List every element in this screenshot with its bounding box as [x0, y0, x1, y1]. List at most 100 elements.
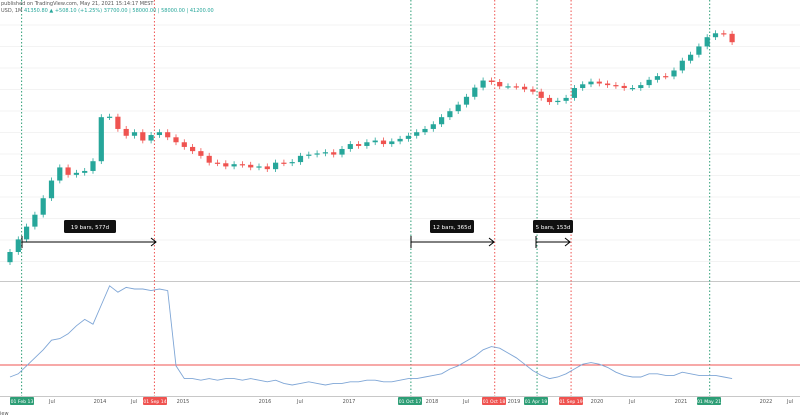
- publish-info: published on TradingView.com, May 21, 20…: [1, 1, 154, 7]
- candle-body: [181, 142, 187, 147]
- candle-body: [522, 86, 528, 90]
- measure-label: 12 bars, 365d: [433, 225, 471, 231]
- candle-body: [455, 104, 461, 112]
- candle-body: [264, 166, 270, 170]
- candle-body: [339, 148, 345, 155]
- candle-body: [397, 138, 403, 142]
- date-flag: [559, 397, 583, 405]
- candle-body: [331, 152, 337, 155]
- candle-body: [480, 80, 486, 88]
- candle-body: [98, 117, 104, 162]
- date-flag: [398, 397, 422, 405]
- candle-body: [505, 86, 511, 88]
- x-tick-label: 2014: [94, 399, 107, 405]
- candle-body: [223, 163, 229, 167]
- candle-body: [696, 46, 702, 55]
- date-flag-label: 01 Feb 13: [11, 399, 34, 405]
- candle-body: [372, 140, 378, 143]
- candle-body: [571, 88, 577, 98]
- candle-body: [488, 80, 494, 82]
- candle-body: [48, 180, 55, 199]
- candle-body: [306, 154, 312, 156]
- candle-body: [688, 54, 694, 61]
- candle-body: [256, 166, 262, 168]
- x-tick-label: 2015: [177, 399, 190, 405]
- candle-body: [289, 162, 295, 164]
- candle-body: [588, 81, 594, 85]
- date-flag-label: 01 Sep 19: [559, 399, 582, 405]
- date-flag: [697, 397, 721, 405]
- candle-body: [555, 100, 561, 103]
- candle-body: [198, 151, 204, 156]
- x-tick-label: Jul: [48, 399, 55, 405]
- candle-body: [364, 142, 370, 146]
- candle-body: [497, 81, 503, 87]
- candle-body: [165, 132, 171, 138]
- measure-label-box: [430, 220, 474, 233]
- candle-body: [621, 85, 627, 89]
- date-flag-label: 01 Oct 18: [483, 399, 506, 405]
- date-flag: [482, 397, 506, 405]
- date-flag-label: 01 Sep 14: [143, 399, 166, 405]
- candle-body: [15, 239, 21, 253]
- x-tick-label: 2022: [760, 399, 773, 405]
- x-tick-label: Jul: [462, 399, 469, 405]
- candle-body: [721, 33, 727, 35]
- candle-body: [729, 33, 735, 43]
- date-flag: [143, 397, 167, 405]
- measure-arrowhead: [150, 237, 157, 247]
- candle-body: [40, 198, 46, 215]
- candle-body: [389, 141, 395, 145]
- candle-body: [430, 124, 436, 129]
- candle-body: [605, 83, 611, 86]
- x-tick-label: Jul: [130, 399, 137, 405]
- date-flag-label: 01 Apr 19: [525, 399, 548, 405]
- candle-body: [405, 135, 411, 139]
- candle-body: [671, 70, 677, 77]
- candle-body: [356, 144, 362, 146]
- x-tick-label: Jul: [786, 399, 793, 405]
- candle-body: [82, 170, 88, 173]
- candle-body: [646, 79, 652, 86]
- measure-label-box: [64, 220, 116, 233]
- candle-body: [613, 85, 619, 87]
- measure-arrowhead: [488, 237, 495, 247]
- x-tick-label: 2019: [508, 399, 521, 405]
- ohlc-values: 41350.80 ▲ +508.10 (+1.25%): [23, 8, 103, 14]
- candle-body: [663, 76, 669, 78]
- candle-body: [580, 84, 586, 89]
- candle-body: [629, 88, 636, 90]
- candle-body: [57, 167, 63, 181]
- candle-body: [214, 162, 221, 164]
- date-flag: [10, 397, 34, 405]
- candle-body: [24, 226, 30, 240]
- candle-body: [156, 132, 162, 136]
- candle-body: [239, 164, 245, 166]
- candle-body: [712, 33, 719, 38]
- candle-body: [73, 172, 79, 175]
- date-flag-label: 01 May 21: [697, 399, 721, 405]
- candle-body: [107, 116, 113, 118]
- measure-label: 5 bars, 153d: [536, 225, 571, 231]
- symbol-label: USD, 1M: [1, 8, 23, 14]
- candle-body: [190, 146, 196, 152]
- symbol-info: USD, 1M 41350.80 ▲ +508.10 (+1.25%) 3770…: [1, 8, 214, 14]
- candle-body: [173, 137, 179, 143]
- date-flag-label: 01 Oct 17: [399, 399, 422, 405]
- candle-body: [638, 85, 644, 89]
- candle-body: [322, 152, 328, 154]
- measure-label-box: [533, 220, 573, 233]
- candle-body: [140, 132, 146, 141]
- candle-body: [463, 96, 470, 105]
- candle-body: [231, 164, 237, 167]
- indicator-line: [9, 285, 733, 386]
- candle-body: [538, 91, 544, 98]
- candle-body: [347, 144, 353, 149]
- candle-body: [7, 252, 13, 263]
- candle-body: [414, 132, 420, 136]
- x-tick-label: 2016: [259, 399, 272, 405]
- candle-body: [123, 128, 129, 136]
- candle-body: [422, 128, 428, 133]
